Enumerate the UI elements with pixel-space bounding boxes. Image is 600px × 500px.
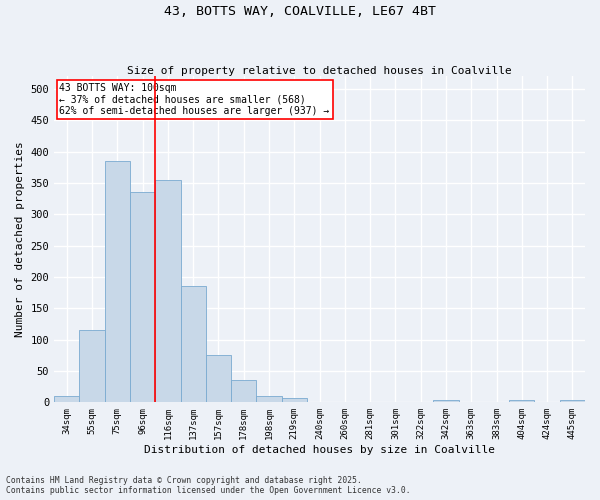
Bar <box>281 398 307 402</box>
Bar <box>130 192 155 402</box>
Bar <box>79 330 105 402</box>
Text: Contains HM Land Registry data © Crown copyright and database right 2025.
Contai: Contains HM Land Registry data © Crown c… <box>6 476 410 495</box>
Bar <box>206 356 231 403</box>
Bar <box>509 400 535 402</box>
Bar <box>54 396 79 402</box>
Bar <box>155 180 181 402</box>
Y-axis label: Number of detached properties: Number of detached properties <box>15 142 25 337</box>
Text: 43, BOTTS WAY, COALVILLE, LE67 4BT: 43, BOTTS WAY, COALVILLE, LE67 4BT <box>164 5 436 18</box>
X-axis label: Distribution of detached houses by size in Coalville: Distribution of detached houses by size … <box>144 445 495 455</box>
Bar <box>433 400 458 402</box>
Text: 43 BOTTS WAY: 100sqm
← 37% of detached houses are smaller (568)
62% of semi-deta: 43 BOTTS WAY: 100sqm ← 37% of detached h… <box>59 83 330 116</box>
Bar <box>256 396 281 402</box>
Bar <box>560 400 585 402</box>
Title: Size of property relative to detached houses in Coalville: Size of property relative to detached ho… <box>127 66 512 76</box>
Bar <box>231 380 256 402</box>
Bar <box>181 286 206 403</box>
Bar <box>105 161 130 402</box>
